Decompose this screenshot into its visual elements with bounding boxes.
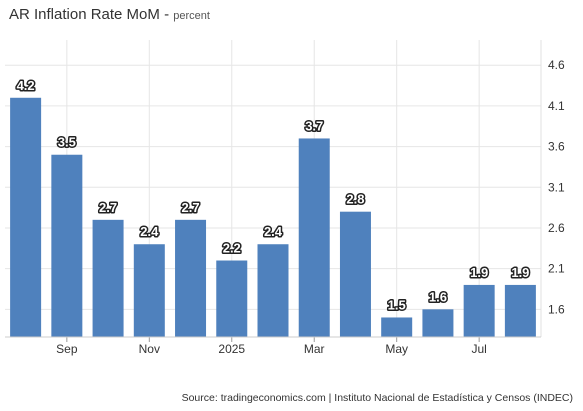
bar-value-label: 1.5	[388, 297, 406, 312]
bar-value-label: 2.4	[264, 224, 283, 239]
bars	[10, 97, 536, 337]
x-tick-label: Mar	[304, 342, 325, 356]
bar	[10, 97, 42, 337]
bar	[339, 211, 371, 337]
bar	[175, 219, 207, 337]
data-labels: 4.2 3.5 2.7 2.4 2.7 2.2 2.4 3.7 2.8 1.5 1.6 1.9 1.9	[15, 76, 531, 314]
axes: 1.6 2.1 2.6 3.1 3.6 4.1 4.6 Sep Nov 2025 Mar May Jul	[5, 40, 565, 356]
bar	[133, 244, 165, 337]
bar-value-label: 2.7	[99, 200, 117, 215]
chart-subtitle: percent	[173, 10, 210, 22]
y-tick-label: 3.6	[548, 140, 565, 154]
chart-title: AR Inflation Rate MoM - percent	[9, 6, 210, 23]
bar-value-label: 1.6	[429, 289, 447, 304]
x-tick-label: Sep	[56, 342, 78, 356]
x-tick-label: Jul	[471, 342, 486, 356]
x-tick-label: May	[385, 342, 408, 356]
bar	[298, 138, 330, 337]
bar-value-label: 2.7	[181, 200, 199, 215]
x-tick-label: Nov	[139, 342, 160, 356]
chart-title-main: AR Inflation Rate MoM	[9, 6, 160, 23]
bar-value-label: 2.2	[223, 241, 241, 256]
bar	[381, 317, 413, 337]
bar	[504, 284, 536, 337]
y-tick-label: 1.6	[548, 302, 565, 316]
bar-value-label: 3.5	[58, 135, 76, 150]
y-tick-label: 2.1	[548, 262, 565, 276]
bar	[422, 309, 454, 337]
bar	[463, 284, 495, 337]
bar-value-label: 2.8	[346, 192, 364, 207]
y-tick-label: 4.6	[548, 58, 565, 72]
bar-value-label: 1.9	[470, 265, 488, 280]
bar-value-label: 4.2	[17, 78, 35, 93]
bar-value-label: 1.9	[511, 265, 529, 280]
bar	[216, 260, 248, 337]
x-tick-label: 2025	[218, 342, 245, 356]
source-note: Source: tradingeconomics.com | Instituto…	[181, 392, 573, 404]
y-tick-label: 2.6	[548, 221, 565, 235]
bar	[51, 154, 83, 337]
bar-value-label: 2.4	[140, 224, 159, 239]
bar	[257, 244, 289, 337]
bar-value-label: 3.7	[305, 118, 323, 133]
y-tick-label: 3.1	[548, 180, 565, 194]
bar	[92, 219, 124, 337]
y-tick-label: 4.1	[548, 99, 565, 113]
